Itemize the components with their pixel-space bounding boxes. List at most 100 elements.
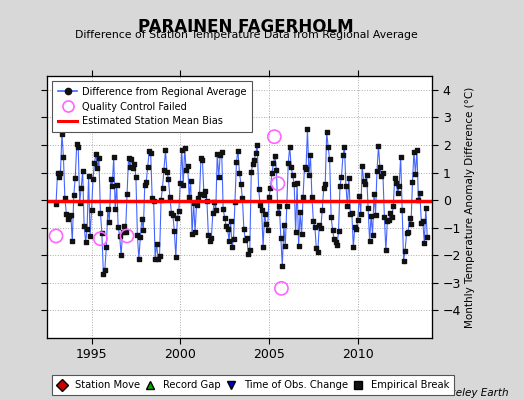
Point [320, 185, 328, 191]
Point [187, 178, 195, 184]
Point [130, 161, 139, 167]
Point [345, 174, 353, 181]
Point [115, 232, 124, 239]
Point [117, 252, 125, 258]
Point [293, 180, 301, 186]
Text: Difference of Station Temperature Data from Regional Average: Difference of Station Temperature Data f… [75, 30, 418, 40]
Point [373, 168, 381, 174]
Point [311, 224, 319, 230]
Point [308, 193, 316, 200]
Point [244, 250, 253, 257]
Point [204, 232, 213, 238]
Point [189, 199, 198, 206]
Point [169, 212, 177, 218]
Point [205, 238, 214, 244]
Point [416, 190, 424, 196]
Point [275, 203, 283, 210]
Point [161, 147, 170, 154]
Point [219, 206, 227, 212]
Point [269, 160, 278, 166]
Point [95, 155, 103, 161]
Point [191, 229, 199, 235]
Point [135, 256, 143, 262]
Point [140, 182, 149, 188]
Point [333, 242, 341, 248]
Point [339, 152, 347, 158]
Point [246, 247, 254, 253]
Point [413, 146, 421, 153]
Point [289, 172, 297, 178]
Point [265, 194, 273, 200]
Point [89, 176, 97, 182]
Point [390, 174, 399, 181]
Point [349, 244, 357, 250]
Text: PARAINEN FAGERHOLM: PARAINEN FAGERHOLM [138, 18, 354, 36]
Point [294, 243, 303, 249]
Point [358, 162, 366, 169]
Point [52, 233, 60, 239]
Point [90, 160, 99, 166]
Point [160, 166, 168, 173]
Point [286, 144, 294, 150]
Point [126, 164, 134, 170]
Point [74, 144, 82, 151]
Point [198, 157, 206, 164]
Point [183, 162, 192, 169]
Point [290, 180, 298, 187]
Point [411, 171, 420, 177]
Point [329, 226, 337, 233]
Point [312, 245, 321, 252]
Point [176, 179, 184, 186]
Point [182, 167, 190, 173]
Point [322, 129, 331, 136]
Point [351, 224, 359, 230]
Point [166, 194, 174, 201]
Point [381, 247, 390, 254]
Point [133, 232, 141, 238]
Point [297, 231, 305, 238]
Point [217, 148, 226, 155]
Point [72, 141, 81, 148]
Point [52, 200, 60, 207]
Point [347, 210, 356, 216]
Point [178, 146, 186, 153]
Point [377, 172, 386, 179]
Point [407, 221, 415, 227]
Point [376, 164, 384, 170]
Point [114, 224, 122, 230]
Point [281, 243, 289, 249]
Point [423, 234, 431, 241]
Point [106, 176, 115, 183]
Point [185, 194, 193, 200]
Legend: Difference from Regional Average, Quality Control Failed, Estimated Station Mean: Difference from Regional Average, Qualit… [52, 81, 253, 132]
Point [422, 205, 430, 211]
Point [420, 240, 429, 246]
Point [70, 192, 78, 198]
Point [397, 153, 405, 160]
Point [299, 194, 307, 200]
Point [147, 150, 155, 156]
Point [359, 178, 368, 184]
Point [247, 168, 256, 175]
Point [188, 231, 196, 238]
Point [93, 165, 102, 171]
Point [209, 210, 217, 216]
Point [243, 234, 251, 241]
Point [414, 197, 422, 204]
Point [380, 214, 389, 220]
Point [81, 238, 90, 245]
Point [136, 234, 145, 240]
Point [59, 154, 68, 160]
Point [64, 216, 72, 222]
Point [170, 228, 179, 235]
Point [277, 285, 286, 292]
Point [230, 236, 238, 242]
Point [96, 236, 105, 242]
Point [179, 182, 188, 188]
Point [399, 258, 408, 264]
Point [111, 206, 119, 212]
Point [314, 249, 322, 255]
Point [250, 157, 258, 163]
Point [277, 234, 285, 241]
Point [408, 179, 417, 185]
